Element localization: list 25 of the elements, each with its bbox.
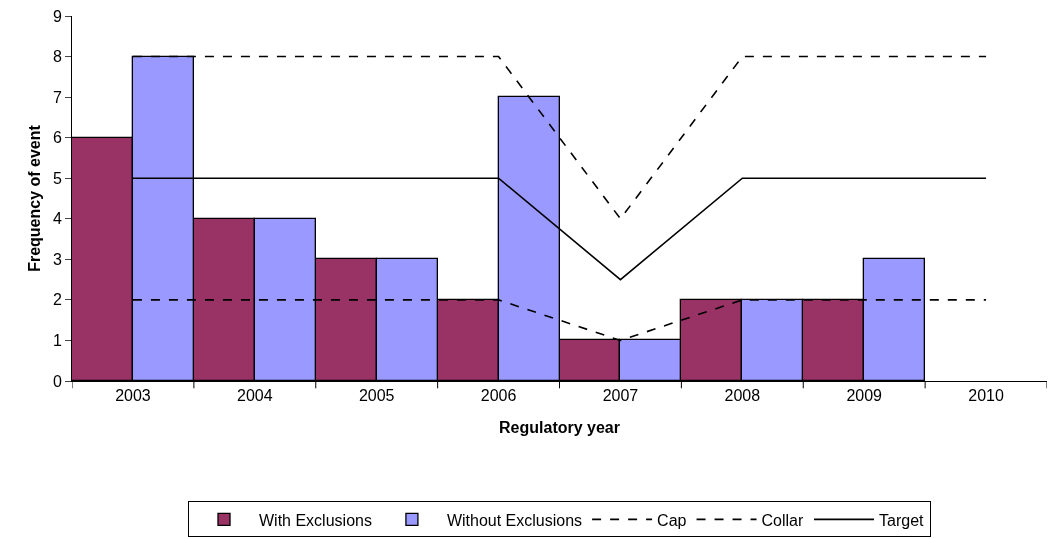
x-axis-title: Regulatory year [499, 418, 620, 436]
x-tick-label: 2005 [358, 387, 395, 405]
y-tick-label: 5 [52, 169, 62, 187]
y-tick-label: 0 [52, 372, 62, 390]
x-tick-label: 2007 [602, 387, 639, 405]
x-tick-label: 2010 [968, 387, 1004, 405]
legend-label: Without Exclusions [446, 511, 583, 529]
y-tick-label: 1 [52, 332, 62, 350]
x-tick-label: 2004 [237, 387, 273, 405]
y-tick-label: 6 [52, 129, 62, 147]
legend-label: With Exclusions [259, 511, 372, 529]
y-tick-label: 7 [52, 88, 62, 106]
y-axis-title: Frequency of event [25, 124, 43, 272]
y-tick-label: 4 [52, 210, 62, 228]
y-tick-label: 2 [52, 291, 62, 309]
x-tick-label: 2008 [724, 387, 761, 405]
y-tick-label: 3 [52, 250, 62, 268]
x-tick-label: 2006 [480, 387, 517, 405]
x-tick-label: 2009 [846, 387, 883, 405]
y-tick-label: 8 [52, 48, 62, 66]
legend-label: Collar [761, 511, 805, 529]
y-tick-label: 9 [52, 7, 62, 25]
legend-label: Cap [657, 511, 687, 529]
legend-label: Target [879, 511, 925, 529]
x-tick-label: 2003 [115, 387, 151, 405]
